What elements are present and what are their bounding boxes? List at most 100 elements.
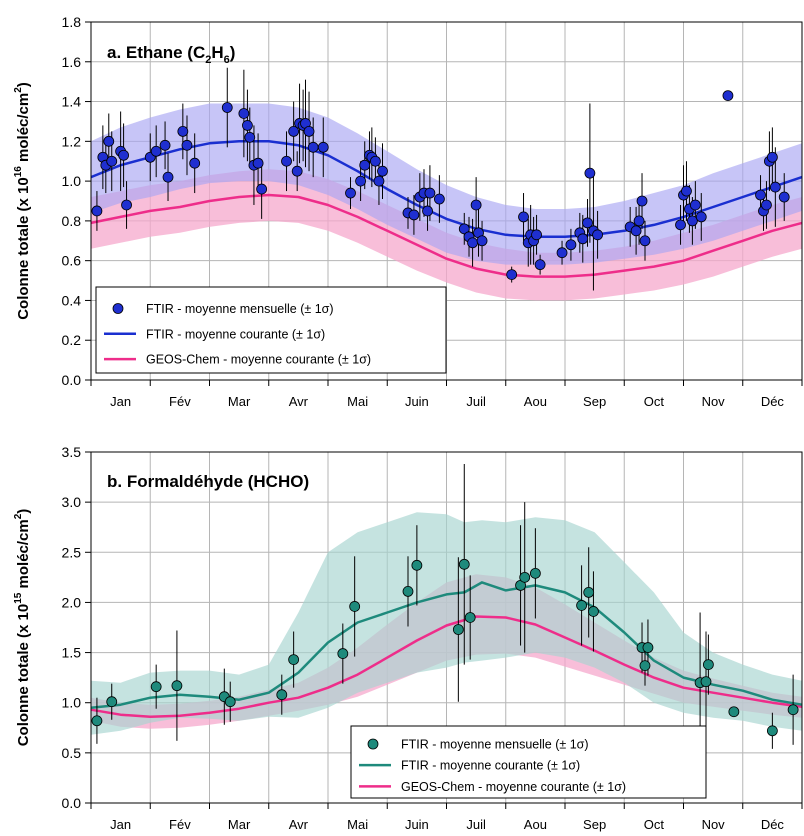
y-tick-label: 1.0 bbox=[62, 695, 82, 711]
panel-formaldehyde: 0.0 0.5 1.0 1.5 2.0 2.5 3.0 3.5 Jan Fév Mar Avr Mai… bbox=[13, 444, 803, 832]
monthly-mean-point bbox=[700, 676, 712, 688]
monthly-mean-point bbox=[702, 659, 714, 671]
month-label: Déc bbox=[761, 394, 785, 409]
monthly-mean-point bbox=[675, 219, 686, 231]
month-label: Aou bbox=[524, 817, 547, 832]
monthly-mean-point bbox=[633, 215, 645, 227]
monthly-mean-point bbox=[728, 706, 740, 718]
y-tick-label: 1.5 bbox=[62, 645, 82, 661]
monthly-mean-point bbox=[411, 559, 423, 571]
monthly-mean-point bbox=[686, 215, 698, 227]
legend: FTIR - moyenne mensuelle (± 1σ) FTIR - m… bbox=[95, 286, 447, 374]
y-tick-label: 1.6 bbox=[62, 54, 82, 70]
monthly-mean-point bbox=[171, 680, 183, 692]
month-label: Nov bbox=[702, 394, 726, 409]
legend: FTIR - moyenne mensuelle (± 1σ) FTIR - m… bbox=[350, 725, 707, 799]
legend-label-points: FTIR - moyenne mensuelle (± 1σ) bbox=[401, 738, 589, 752]
month-label: Aou bbox=[524, 394, 547, 409]
monthly-mean-point bbox=[458, 558, 470, 570]
ftir-running-mean bbox=[90, 581, 803, 709]
monthly-mean-point bbox=[519, 571, 531, 583]
x-tick-labels: Jan Fév Mar Avr Mai Juin Juil Aou Sep Oct Nov Déc bbox=[110, 394, 784, 409]
monthly-mean-point bbox=[288, 654, 300, 665]
monthly-mean-point bbox=[281, 155, 292, 167]
monthly-mean-point bbox=[377, 165, 388, 177]
monthly-mean-point bbox=[529, 567, 541, 579]
legend-label-ftir: FTIR - moyenne courante (± 1σ) bbox=[146, 327, 325, 341]
month-label: Fév bbox=[169, 817, 191, 832]
panel-title: b. Formaldéhyde (HCHO) bbox=[107, 472, 309, 491]
monthly-mean-point bbox=[576, 600, 587, 611]
monthly-mean-point bbox=[689, 199, 701, 211]
monthly-mean-point bbox=[189, 157, 201, 169]
monthly-mean-point bbox=[291, 165, 303, 177]
monthly-mean-point bbox=[242, 120, 253, 131]
monthly-mean-point bbox=[422, 205, 433, 217]
ftir-band bbox=[91, 512, 802, 735]
ftir-band bbox=[91, 103, 802, 265]
month-label: Mar bbox=[228, 394, 251, 409]
monthly-mean-point bbox=[91, 205, 103, 217]
month-label: Juil bbox=[466, 817, 486, 832]
month-label: Déc bbox=[761, 817, 785, 832]
monthly-mean-point bbox=[695, 211, 707, 223]
monthly-mean-point bbox=[582, 217, 593, 229]
month-label: Juil bbox=[466, 394, 486, 409]
y-tick-label: 2.5 bbox=[62, 544, 82, 560]
x-tick-labels: Jan Fév Mar Avr Mai Juin Juil Aou Sep Oct Nov Déc bbox=[110, 817, 784, 832]
monthly-mean-point bbox=[91, 715, 103, 727]
month-label: Fév bbox=[169, 394, 191, 409]
y-tick-label: 0.5 bbox=[62, 745, 82, 761]
month-label: Avr bbox=[289, 817, 309, 832]
running-mean-lines bbox=[90, 581, 803, 719]
monthly-mean-point bbox=[506, 269, 518, 280]
y-tick-label: 3.5 bbox=[62, 444, 82, 460]
monthly-mean-point bbox=[766, 725, 778, 737]
monthly-mean-point bbox=[556, 247, 568, 259]
monthly-mean-point bbox=[359, 159, 371, 171]
y-tick-label: 1.0 bbox=[62, 173, 82, 189]
monthly-mean-point bbox=[778, 191, 790, 203]
monthly-mean-point bbox=[424, 187, 436, 199]
axis-ticks: 0.0 0.5 1.0 1.5 2.0 2.5 3.0 3.5 bbox=[62, 444, 803, 811]
monthly-mean-point bbox=[256, 183, 268, 195]
month-label: Oct bbox=[644, 817, 665, 832]
monthly-mean-point bbox=[317, 141, 329, 153]
monthly-mean-point bbox=[303, 125, 315, 137]
monthly-mean-point bbox=[159, 139, 171, 151]
monthly-mean-point bbox=[565, 239, 577, 251]
monthly-mean-point bbox=[722, 90, 734, 101]
y-tick-label: 1.8 bbox=[62, 14, 82, 30]
month-label: Jan bbox=[110, 394, 131, 409]
monthly-mean-point bbox=[458, 223, 470, 235]
month-label: Mai bbox=[347, 394, 368, 409]
monthly-mean-point bbox=[276, 689, 288, 701]
monthly-mean-point bbox=[150, 681, 162, 693]
monthly-mean-point bbox=[106, 155, 118, 167]
geos-chem-running-mean bbox=[90, 615, 803, 719]
panel-ethane: 0.0 0.2 0.4 0.6 0.8 1.0 1.2 1.4 1.6 1.8 Jan Fév Mar… bbox=[13, 14, 803, 409]
monthly-mean-point bbox=[177, 125, 189, 137]
monthly-mean-point bbox=[337, 648, 349, 659]
uncertainty-bands bbox=[91, 103, 802, 301]
monthly-mean-point bbox=[642, 642, 654, 653]
y-axis-label: Colonne totale (x 1015 moléc/cm2) bbox=[13, 509, 32, 747]
monthly-mean-point bbox=[583, 587, 595, 598]
monthly-mean-point bbox=[464, 612, 476, 623]
panel-title: a. Ethane (C2H6) bbox=[107, 43, 235, 66]
monthly-mean-point bbox=[288, 125, 300, 137]
monthly-mean-point bbox=[639, 660, 651, 672]
monthly-mean-point bbox=[244, 131, 256, 143]
month-label: Juin bbox=[405, 394, 429, 409]
monthly-mean-point bbox=[307, 141, 319, 153]
month-label: Mai bbox=[347, 817, 368, 832]
y-tick-label: 0.6 bbox=[62, 253, 82, 269]
month-label: Sep bbox=[583, 817, 606, 832]
monthly-mean-point bbox=[636, 195, 648, 207]
monthly-mean-point bbox=[531, 229, 542, 241]
monthly-mean-point bbox=[588, 606, 599, 617]
monthly-mean-point bbox=[121, 199, 132, 211]
y-tick-label: 0.8 bbox=[62, 213, 82, 229]
y-tick-label: 0.2 bbox=[62, 332, 82, 348]
